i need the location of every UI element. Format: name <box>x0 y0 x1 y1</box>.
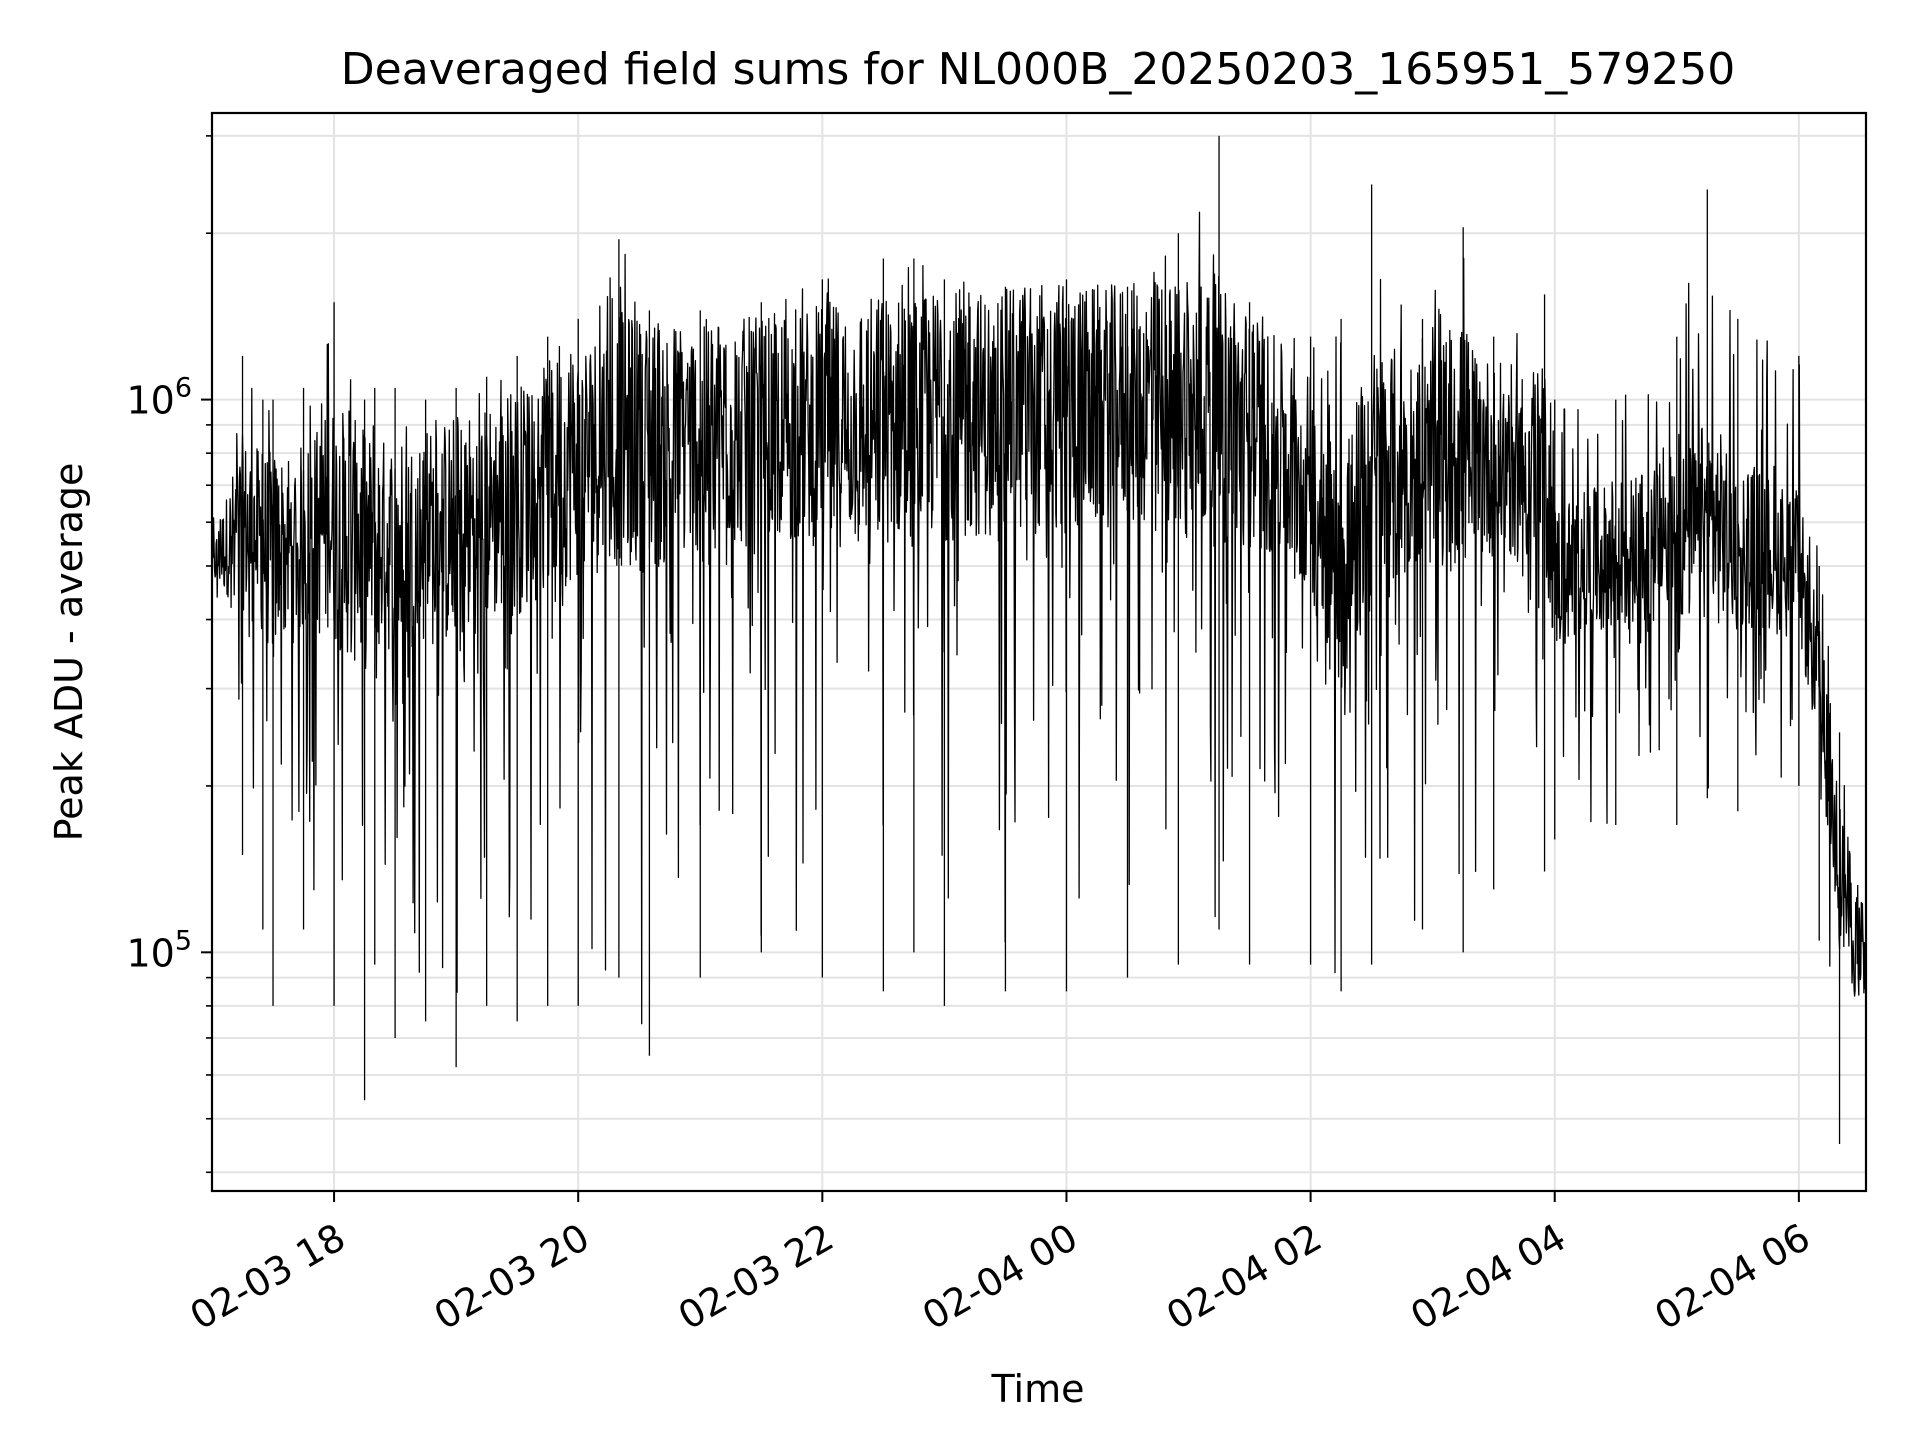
series-line <box>211 135 1867 1167</box>
y-tick-label: 105 <box>126 925 192 975</box>
y-axis-label: Peak ADU - average <box>47 463 91 842</box>
x-axis-label: Time <box>991 1367 1085 1411</box>
y-tick-exponent: 5 <box>175 925 192 956</box>
y-tick-label: 106 <box>126 373 192 423</box>
chart-title: Deaveraged field sums for NL000B_2025020… <box>341 44 1735 95</box>
y-tick-exponent: 6 <box>175 373 192 404</box>
plot-frame <box>210 111 1868 1193</box>
y-tick-base: 10 <box>126 931 174 975</box>
y-tick-base: 10 <box>126 379 174 423</box>
series-path <box>211 211 1867 1025</box>
